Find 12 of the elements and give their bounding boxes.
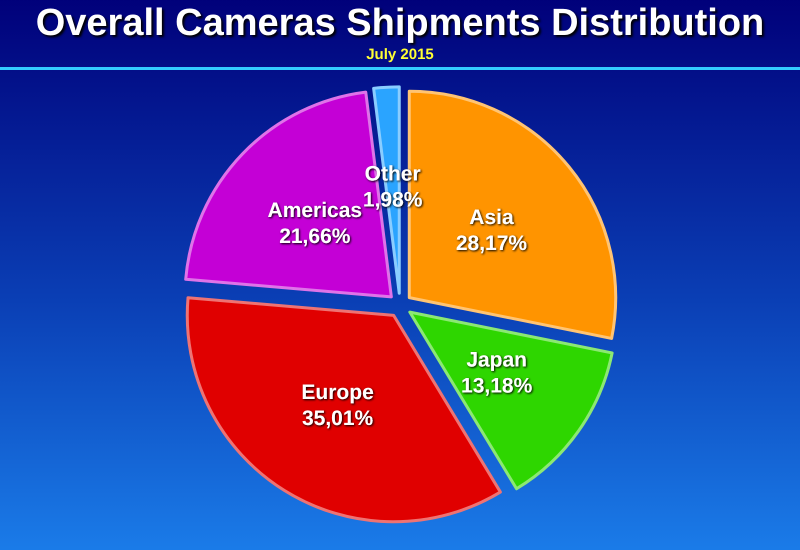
chart-title: Overall Cameras Shipments Distribution bbox=[34, 2, 766, 45]
data-label: 13,18% bbox=[461, 374, 533, 398]
slice-label: Other bbox=[364, 162, 421, 186]
slice-label: Asia bbox=[469, 206, 514, 229]
slice-label: Europe bbox=[301, 381, 374, 404]
slice-label: Americas bbox=[268, 198, 362, 222]
data-label: 35,01% bbox=[302, 407, 374, 430]
chart-subtitle: July 2015 bbox=[365, 46, 435, 63]
slice-label: Japan bbox=[466, 348, 528, 372]
data-label: 21,66% bbox=[279, 224, 351, 248]
data-label: 1,98% bbox=[362, 188, 423, 212]
data-label: 28,17% bbox=[456, 232, 528, 255]
